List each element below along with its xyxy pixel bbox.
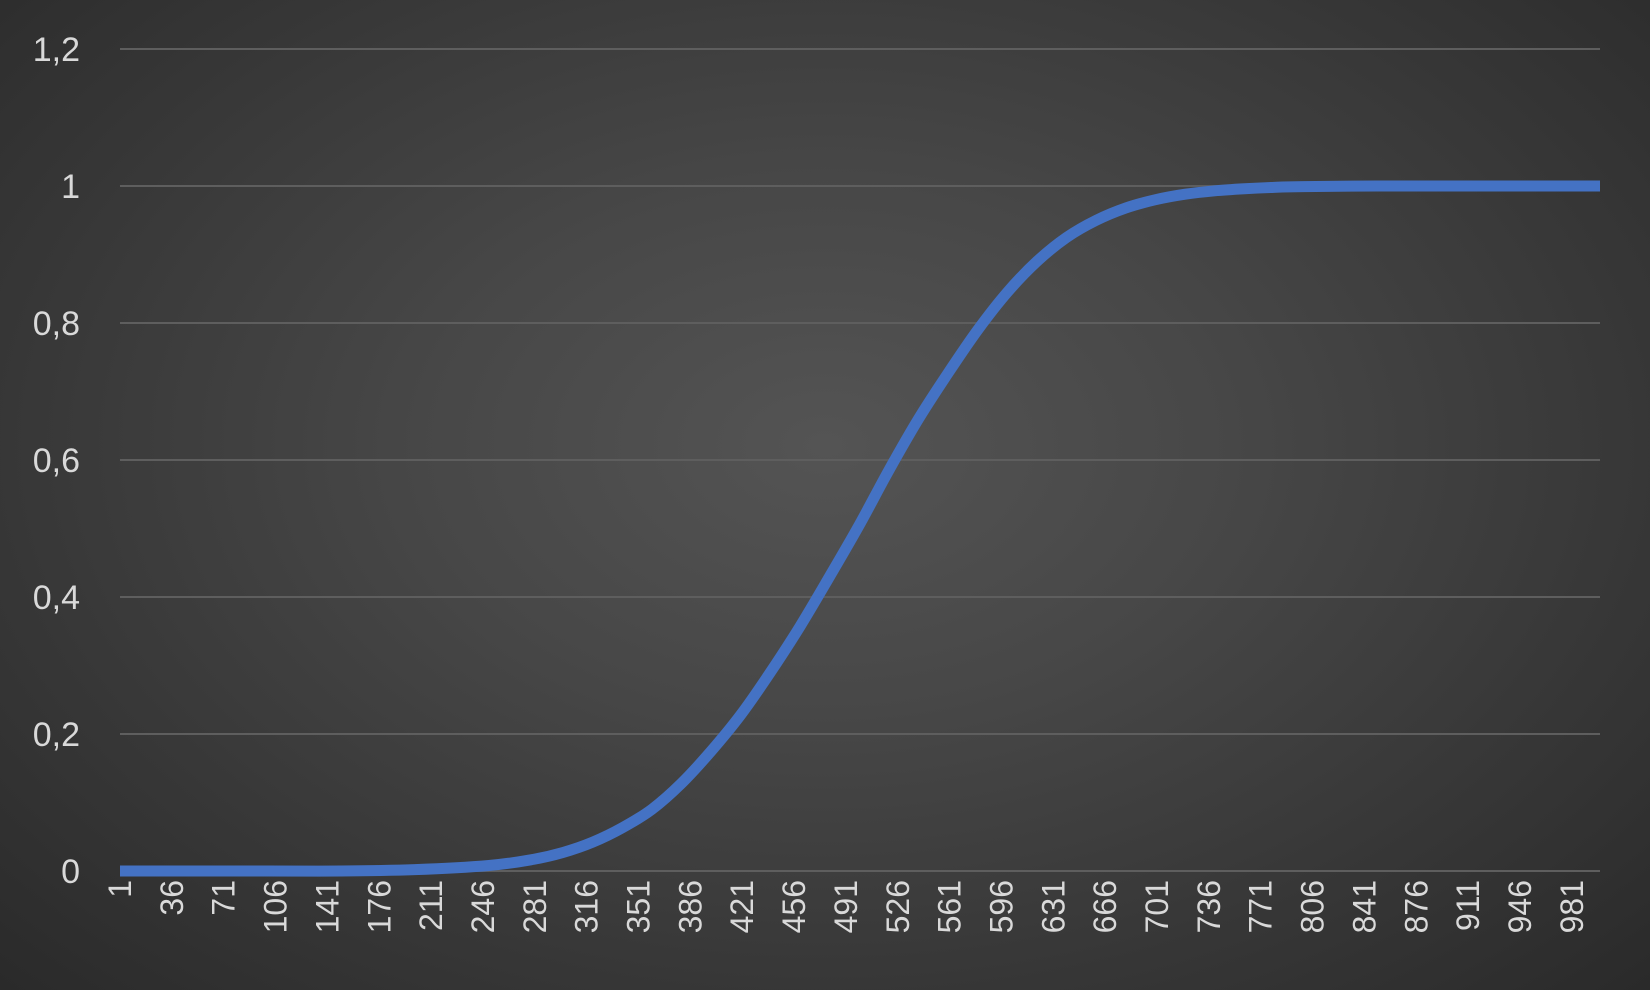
x-tick-label: 946 bbox=[1502, 880, 1538, 933]
y-tick-label: 0 bbox=[61, 853, 80, 891]
x-tick-label: 666 bbox=[1087, 880, 1123, 933]
y-tick-label: 1,2 bbox=[33, 31, 80, 69]
y-axis-tick-labels: 0 0,2 0,4 0,6 0,8 1 1,2 bbox=[33, 31, 80, 891]
x-tick-label: 211 bbox=[413, 880, 449, 931]
x-tick-label: 911 bbox=[1450, 880, 1486, 931]
x-tick-label: 701 bbox=[1139, 880, 1175, 933]
x-tick-label: 36 bbox=[154, 880, 190, 916]
x-tick-label: 456 bbox=[776, 880, 812, 933]
x-tick-label: 281 bbox=[517, 880, 553, 933]
x-tick-label: 596 bbox=[983, 880, 1019, 933]
series-line-1 bbox=[119, 180, 1600, 877]
x-tick-label: 526 bbox=[880, 880, 916, 933]
x-tick-label: 386 bbox=[672, 880, 708, 933]
y-tick-label: 0,8 bbox=[33, 305, 80, 343]
series-layer bbox=[119, 180, 1600, 877]
x-tick-label: 421 bbox=[724, 880, 760, 933]
x-tick-label: 1 bbox=[102, 880, 138, 898]
y-tick-label: 0,6 bbox=[33, 442, 80, 480]
x-tick-label: 106 bbox=[258, 880, 294, 933]
x-tick-label: 841 bbox=[1346, 880, 1382, 933]
x-tick-label: 736 bbox=[1191, 880, 1227, 933]
x-tick-label: 316 bbox=[569, 880, 605, 933]
x-tick-label: 491 bbox=[828, 880, 864, 933]
gridlines bbox=[120, 48, 1600, 872]
x-tick-label: 351 bbox=[621, 880, 657, 933]
x-tick-label: 806 bbox=[1295, 880, 1331, 933]
y-tick-label: 0,2 bbox=[33, 716, 80, 754]
x-tick-label: 141 bbox=[309, 880, 345, 933]
y-tick-label: 0,4 bbox=[33, 579, 80, 617]
y-tick-label: 1 bbox=[61, 168, 80, 206]
x-tick-label: 876 bbox=[1398, 880, 1434, 933]
x-tick-label: 246 bbox=[465, 880, 501, 933]
x-tick-label: 631 bbox=[1035, 880, 1071, 933]
x-tick-label: 771 bbox=[1243, 880, 1279, 933]
x-tick-label: 71 bbox=[206, 880, 242, 916]
x-tick-label: 981 bbox=[1554, 880, 1590, 933]
x-axis-tick-labels: 1 36 71 106 141 176 211 246 281 316 351 386 421 456 49… bbox=[102, 880, 1590, 933]
x-tick-label: 176 bbox=[361, 880, 397, 933]
x-tick-label: 561 bbox=[932, 880, 968, 933]
